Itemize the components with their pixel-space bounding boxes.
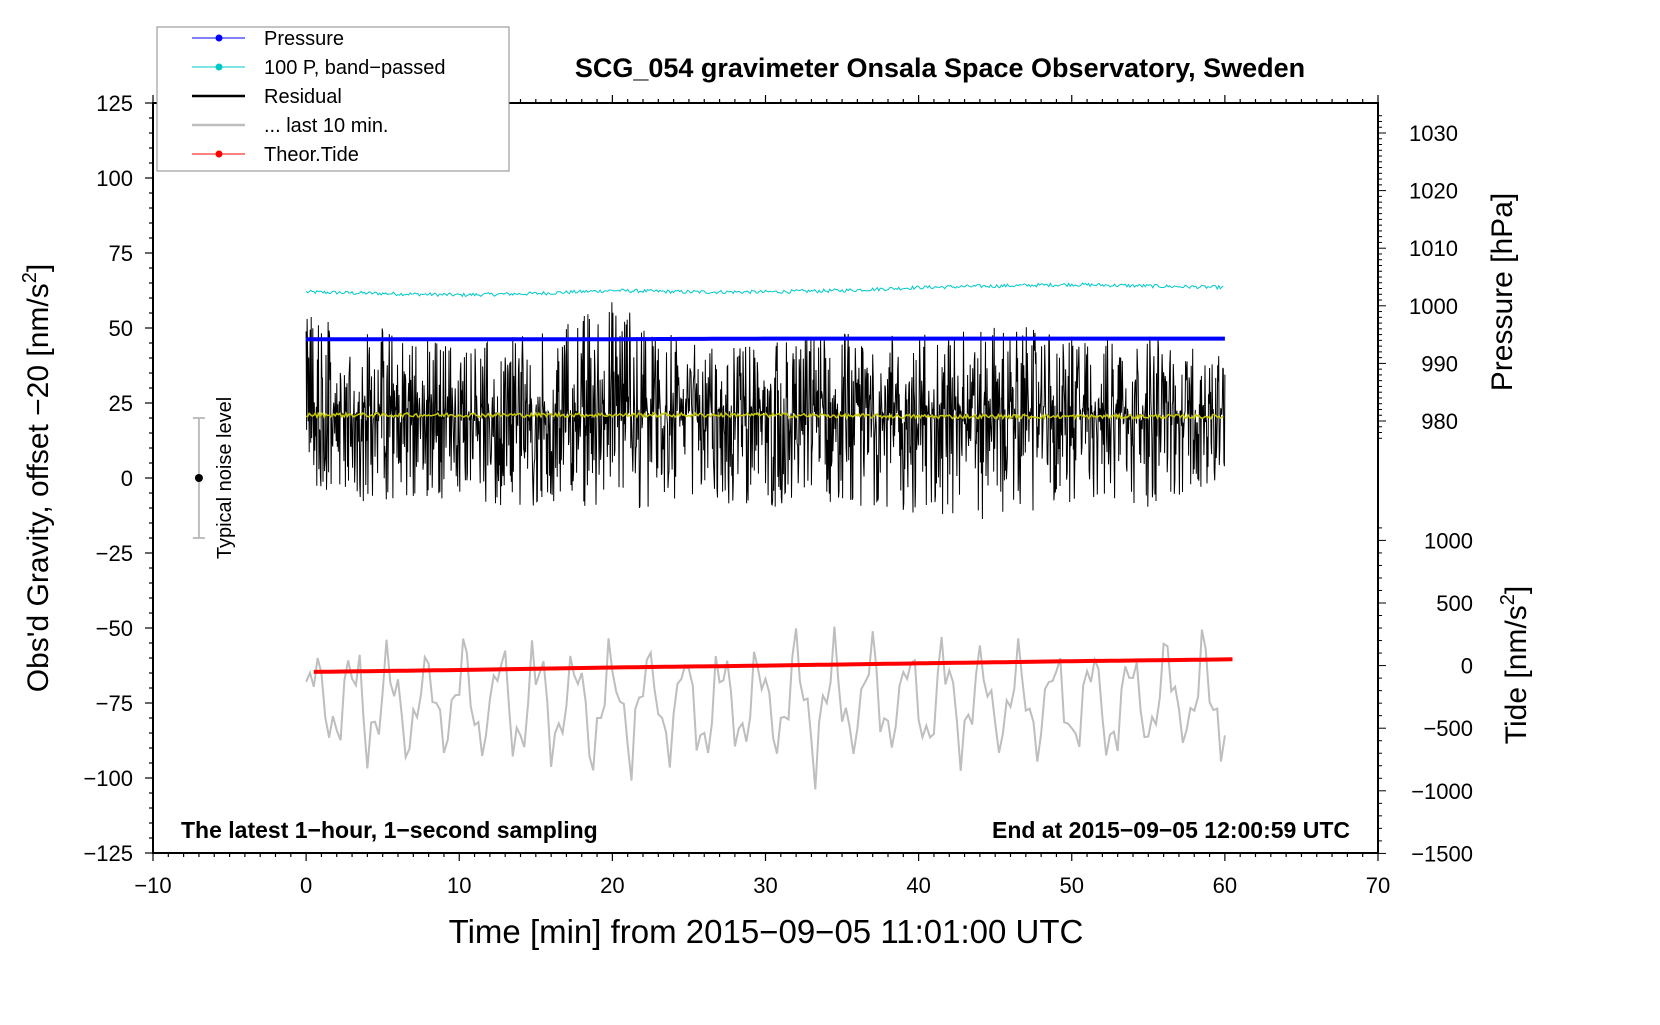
tide-tick-label: 1000 bbox=[1424, 528, 1473, 553]
y-tick-label-left: 50 bbox=[109, 316, 133, 341]
x-tick-label: −10 bbox=[134, 873, 171, 898]
pressure-tick-label: 1020 bbox=[1409, 179, 1458, 204]
y-tick-label-left: 75 bbox=[109, 241, 133, 266]
legend-label: Theor.Tide bbox=[264, 144, 359, 166]
chart-title: SCG_054 gravimeter Onsala Space Observat… bbox=[575, 53, 1305, 83]
tide-tick-label: −1500 bbox=[1411, 841, 1473, 866]
y-tick-label-left: −125 bbox=[83, 841, 133, 866]
legend-label: 100 P, band−passed bbox=[264, 57, 445, 79]
bandpassed-pressure-line bbox=[305, 282, 1224, 298]
annotation-left: The latest 1−hour, 1−second sampling bbox=[181, 817, 598, 843]
x-tick-label: 40 bbox=[906, 873, 930, 898]
last-10-min-line bbox=[305, 626, 1226, 790]
y-tick-label-left: −100 bbox=[83, 766, 133, 791]
tide-line bbox=[313, 657, 1233, 674]
pressure-tick-label: 1010 bbox=[1409, 236, 1458, 261]
y-tick-label-left: 100 bbox=[96, 166, 133, 191]
noise-bar-center bbox=[194, 474, 203, 482]
residual-mean-line bbox=[306, 411, 1224, 421]
pressure-tick-label: 990 bbox=[1421, 351, 1458, 376]
x-tick-label: 20 bbox=[600, 873, 624, 898]
legend-label: ... last 10 min. bbox=[264, 115, 389, 137]
y-axis-pressure-label: Pressure [hPa] bbox=[1486, 193, 1519, 391]
y-tick-label-left: 125 bbox=[96, 91, 133, 116]
noise-level-label: Typical noise level bbox=[214, 397, 236, 559]
pressure-tick-label: 1000 bbox=[1409, 294, 1458, 319]
legend-label: Residual bbox=[264, 86, 342, 108]
x-tick-label: 10 bbox=[447, 873, 471, 898]
pressure-tick-label: 1030 bbox=[1409, 121, 1458, 146]
tide-tick-label: 500 bbox=[1436, 591, 1473, 616]
tide-tick-label: −500 bbox=[1423, 716, 1473, 741]
x-tick-label: 70 bbox=[1366, 873, 1390, 898]
y-tick-label-left: −25 bbox=[96, 541, 133, 566]
y-axis-tide-label: Tide [nm/s2] bbox=[1497, 586, 1533, 744]
y-tick-label-left: −75 bbox=[96, 691, 133, 716]
legend-marker bbox=[215, 150, 223, 158]
legend-label: Pressure bbox=[264, 28, 344, 50]
x-tick-label: 0 bbox=[300, 873, 312, 898]
series-layer bbox=[192, 282, 1233, 790]
annotation-right: End at 2015−09−05 12:00:59 UTC bbox=[992, 817, 1350, 843]
pressure-tick-label: 980 bbox=[1421, 409, 1458, 434]
axes-layer: −10 0 10 20 30 40 50 60 701251007550250−25−50−75… bbox=[83, 91, 1473, 898]
pressure-line bbox=[306, 336, 1225, 342]
x-tick-label: 30 bbox=[753, 873, 777, 898]
tide-tick-label: 0 bbox=[1461, 654, 1473, 679]
y-tick-label-left: 0 bbox=[121, 466, 133, 491]
x-axis-label: Time [min] from 2015−09−05 11:01:00 UTC bbox=[449, 913, 1084, 950]
legend-box bbox=[156, 26, 510, 172]
y-tick-label-left: −50 bbox=[96, 616, 133, 641]
x-tick-label: 50 bbox=[1060, 873, 1084, 898]
legend-marker bbox=[215, 34, 223, 42]
legend: Pressure 100 P, band−passed Residual ... la… bbox=[156, 26, 510, 172]
y-tick-label-left: 25 bbox=[109, 391, 133, 416]
tide-tick-label: −1000 bbox=[1411, 779, 1473, 804]
x-tick-label: 60 bbox=[1213, 873, 1237, 898]
legend-marker bbox=[215, 63, 223, 71]
y-axis-left-label: Obs'd Gravity, offset −20 [nm/s2] bbox=[19, 264, 55, 692]
